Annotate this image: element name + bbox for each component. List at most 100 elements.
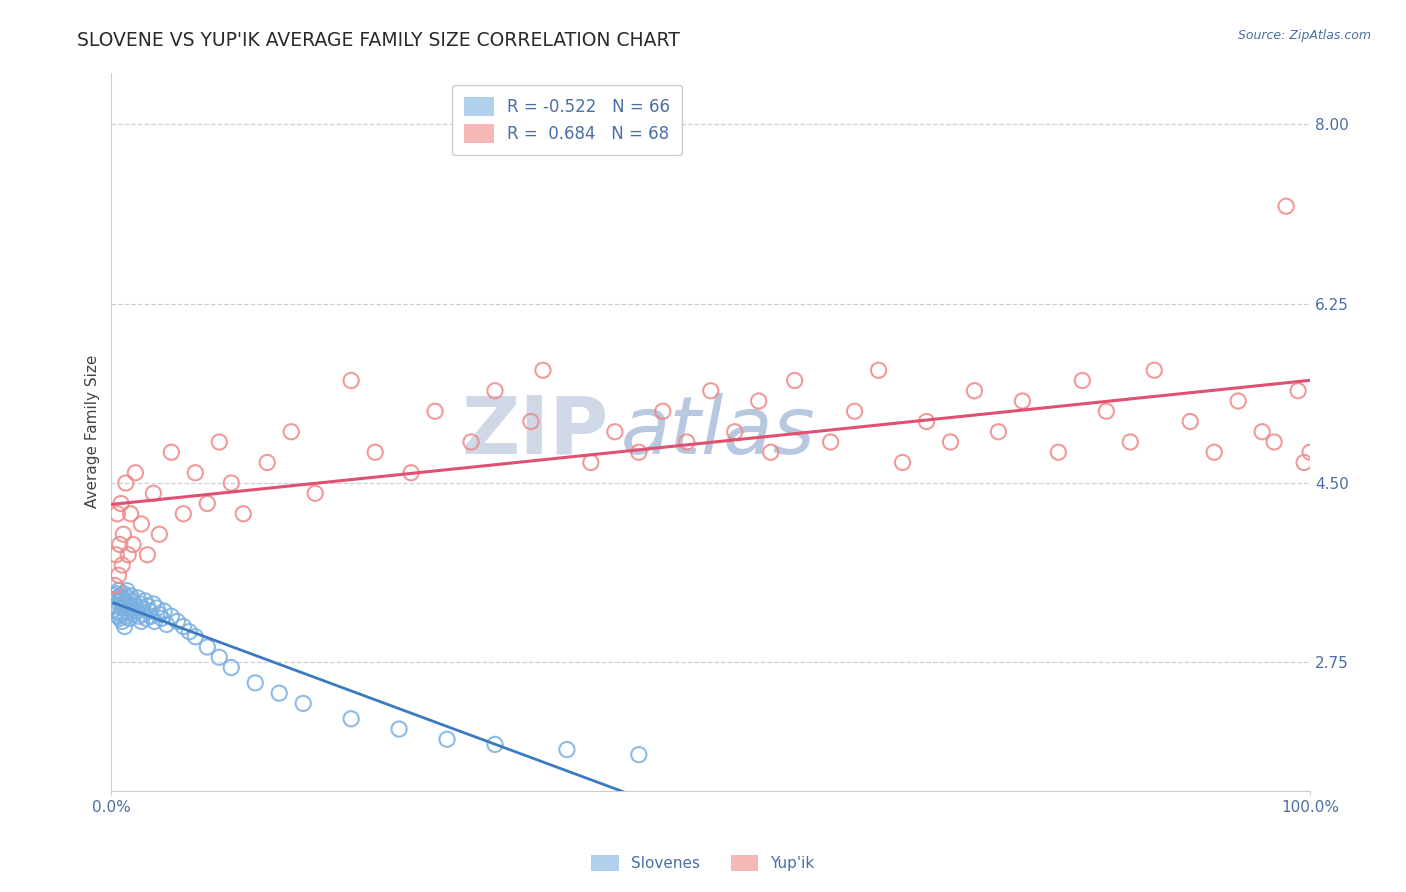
Point: [114, 599, 136, 613]
Point: [108, 537, 131, 551]
Point: [304, 486, 326, 500]
Point: [129, 597, 152, 611]
Point: [987, 425, 1010, 439]
Point: [184, 466, 207, 480]
Point: [179, 624, 201, 639]
Point: [139, 609, 162, 624]
Point: [627, 445, 650, 459]
Point: [1251, 425, 1274, 439]
Point: [107, 507, 129, 521]
Point: [118, 611, 141, 625]
Point: [110, 496, 132, 510]
Point: [245, 676, 267, 690]
Point: [107, 591, 129, 605]
Point: [1180, 415, 1202, 429]
Point: [160, 445, 183, 459]
Point: [103, 589, 125, 603]
Point: [1275, 199, 1298, 213]
Point: [292, 697, 315, 711]
Point: [155, 617, 177, 632]
Point: [118, 597, 141, 611]
Point: [122, 594, 145, 608]
Point: [1263, 435, 1285, 450]
Point: [399, 466, 422, 480]
Legend: R = -0.522   N = 66, R =  0.684   N = 68: R = -0.522 N = 66, R = 0.684 N = 68: [453, 85, 682, 155]
Point: [208, 650, 231, 665]
Point: [1119, 435, 1142, 450]
Point: [148, 607, 170, 622]
Point: [1227, 394, 1250, 409]
Text: Source: ZipAtlas.com: Source: ZipAtlas.com: [1237, 29, 1371, 42]
Point: [700, 384, 723, 398]
Point: [115, 583, 138, 598]
Point: [195, 640, 218, 654]
Point: [603, 425, 626, 439]
Point: [184, 630, 207, 644]
Point: [340, 374, 363, 388]
Point: [555, 742, 578, 756]
Point: [172, 507, 194, 521]
Point: [232, 507, 254, 521]
Point: [107, 609, 129, 624]
Point: [115, 604, 138, 618]
Point: [136, 599, 159, 613]
Point: [1071, 374, 1094, 388]
Point: [112, 601, 135, 615]
Point: [891, 456, 914, 470]
Point: [520, 415, 543, 429]
Point: [484, 384, 506, 398]
Point: [675, 435, 697, 450]
Point: [939, 435, 962, 450]
Point: [172, 619, 194, 633]
Y-axis label: Average Family Size: Average Family Size: [86, 355, 100, 508]
Legend: Slovenes, Yup'ik: Slovenes, Yup'ik: [585, 849, 821, 877]
Point: [127, 591, 149, 605]
Point: [105, 548, 128, 562]
Point: [460, 435, 482, 450]
Point: [108, 594, 131, 608]
Point: [1095, 404, 1118, 418]
Point: [135, 611, 157, 625]
Point: [132, 607, 155, 622]
Point: [423, 404, 446, 418]
Point: [484, 738, 506, 752]
Point: [868, 363, 890, 377]
Point: [104, 578, 127, 592]
Point: [110, 589, 132, 603]
Point: [1143, 363, 1166, 377]
Point: [388, 722, 411, 736]
Point: [166, 615, 188, 629]
Point: [125, 604, 148, 618]
Point: [114, 619, 136, 633]
Point: [117, 591, 139, 605]
Point: [111, 615, 134, 629]
Point: [112, 587, 135, 601]
Text: SLOVENE VS YUP'IK AVERAGE FAMILY SIZE CORRELATION CHART: SLOVENE VS YUP'IK AVERAGE FAMILY SIZE CO…: [77, 31, 681, 50]
Point: [820, 435, 842, 450]
Point: [120, 507, 142, 521]
Point: [1294, 456, 1316, 470]
Point: [139, 604, 162, 618]
Point: [150, 611, 173, 625]
Point: [114, 475, 136, 490]
Point: [124, 599, 146, 613]
Point: [269, 686, 291, 700]
Point: [110, 607, 132, 622]
Point: [142, 486, 165, 500]
Point: [915, 415, 938, 429]
Point: [219, 475, 242, 490]
Point: [128, 609, 150, 624]
Point: [280, 425, 302, 439]
Point: [131, 615, 153, 629]
Point: [256, 456, 278, 470]
Point: [146, 601, 169, 615]
Point: [122, 607, 145, 622]
Point: [844, 404, 866, 418]
Point: [111, 591, 134, 605]
Text: atlas: atlas: [621, 392, 815, 471]
Point: [120, 589, 142, 603]
Point: [783, 374, 806, 388]
Point: [1047, 445, 1070, 459]
Point: [107, 583, 129, 598]
Point: [124, 466, 146, 480]
